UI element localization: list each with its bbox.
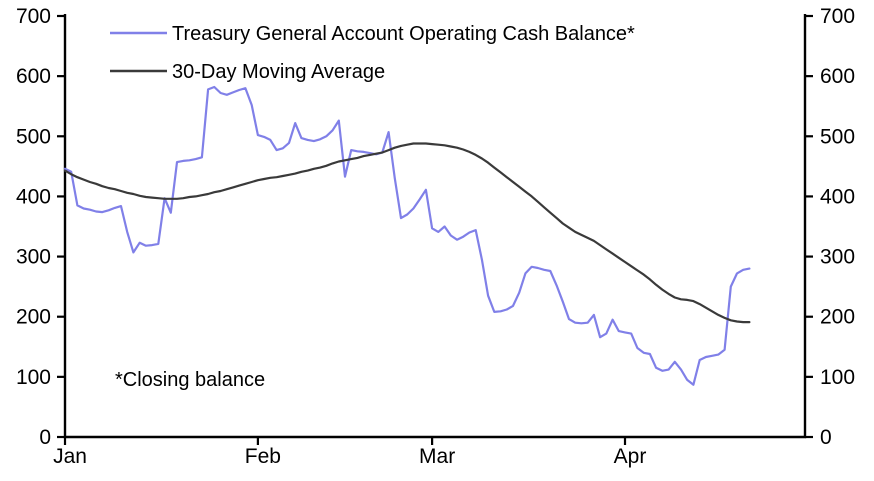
legend-label-ma: 30-Day Moving Average	[172, 61, 385, 83]
y-tick-label-right: 700	[820, 5, 855, 28]
moving-average-line	[63, 142, 751, 324]
y-tick-label-right: 600	[820, 65, 855, 88]
axes	[63, 14, 807, 439]
y-tick-label-left: 400	[16, 185, 51, 208]
y-tick-label-left: 600	[16, 65, 51, 88]
y-tick-label-right: 300	[820, 246, 855, 269]
y-tick-label-left: 500	[16, 125, 51, 148]
x-tick-label: Mar	[419, 445, 455, 468]
axis-tick-labels: 0 0 100 100 200 200 300 300 400 400 500 500 600 600 70…	[16, 5, 855, 468]
data-series	[63, 85, 751, 386]
x-tick-label: Jan	[53, 445, 87, 468]
y-tick-label-left: 0	[39, 426, 51, 449]
y-tick-label-left: 100	[16, 366, 51, 389]
y-tick-label-left: 700	[16, 5, 51, 28]
x-tick-label: Apr	[614, 445, 647, 468]
y-tick-label-right: 0	[820, 426, 832, 449]
axis-ticks	[57, 14, 813, 445]
legend-label-tga: Treasury General Account Operating Cash …	[172, 23, 635, 45]
axis-frame	[63, 14, 807, 439]
y-tick-label-right: 200	[820, 306, 855, 329]
y-tick-label-left: 200	[16, 306, 51, 329]
footnote-closing-balance: *Closing balance	[115, 369, 265, 391]
y-tick-label-right: 400	[820, 185, 855, 208]
y-tick-label-right: 100	[820, 366, 855, 389]
y-tick-label-left: 300	[16, 246, 51, 269]
legend: Treasury General Account Operating Cash …	[110, 23, 635, 83]
tga-line	[63, 85, 751, 386]
y-tick-label-right: 500	[820, 125, 855, 148]
x-tick-label: Feb	[245, 445, 281, 468]
